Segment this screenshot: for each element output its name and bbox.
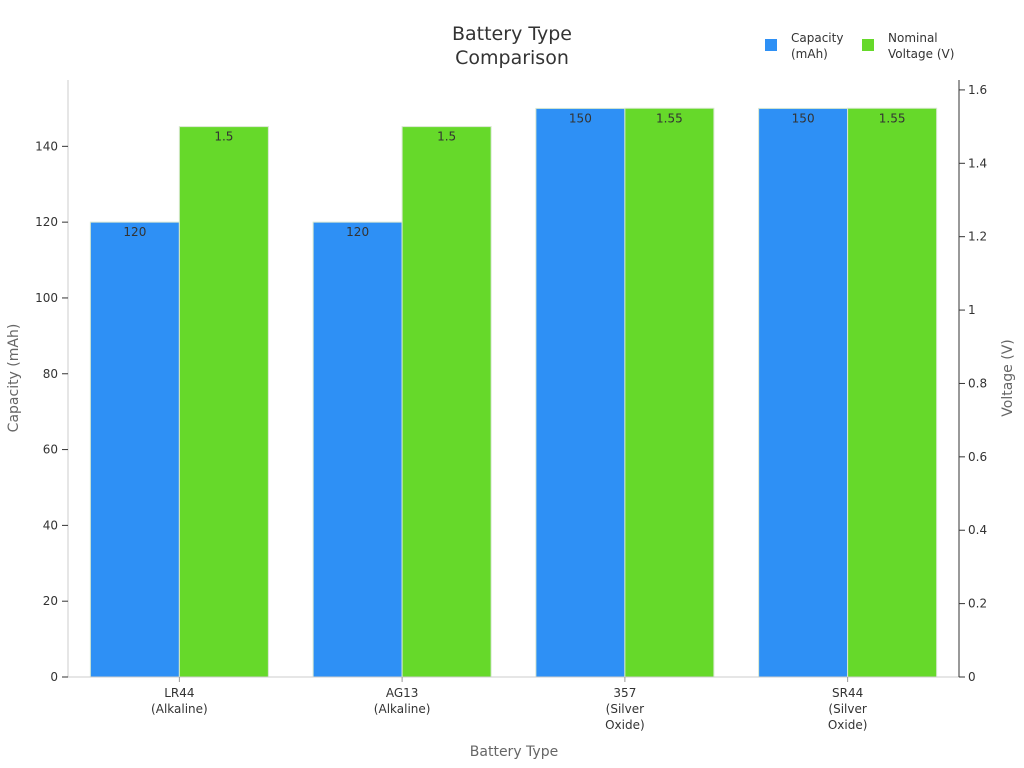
- bar-value-label: 120: [346, 225, 369, 239]
- y-right-tick-label: 1.2: [968, 230, 987, 244]
- y-right-tick-label: 0.2: [968, 597, 987, 611]
- bar-value-label: 150: [569, 111, 592, 125]
- y-right-tick-label: 1: [968, 303, 976, 317]
- y-left-tick-label: 120: [35, 215, 58, 229]
- y-right-tick-label: 0.8: [968, 376, 987, 390]
- x-tick-labels: LR44 (Alkaline) AG13 (Alkaline) 357 (Silver Ox…: [151, 677, 867, 732]
- bar: [89, 221, 180, 678]
- legend-label: Nominal Voltage (V): [888, 31, 954, 61]
- bar-value-label: 1.55: [656, 111, 683, 125]
- y-axis-left-label: Capacity (mAh): [6, 324, 22, 433]
- y-left-ticks: 0 20 40 60 80 100 120 140: [35, 139, 68, 684]
- axes: [67, 80, 960, 678]
- y-left-tick-label: 80: [43, 367, 58, 381]
- legend-swatch: [765, 39, 777, 51]
- chart-title-text: Battery Type Comparison: [452, 23, 572, 69]
- bar-value-label: 1.55: [879, 111, 906, 125]
- x-tick-label: AG13 (Alkaline): [374, 686, 431, 716]
- bar-value-label: 1.5: [214, 130, 233, 144]
- y-left-tick-label: 20: [43, 594, 58, 608]
- bar-value-labels: 120 1.5 120 1.5 150 1.55 150 1.55: [123, 111, 905, 239]
- bar-value-label: 120: [123, 225, 146, 239]
- bar: [758, 107, 849, 678]
- y-right-tick-label: 0.4: [968, 523, 987, 537]
- bar: [847, 107, 938, 678]
- y-left-tick-label: 100: [35, 291, 58, 305]
- y-left-tick-label: 0: [50, 670, 58, 684]
- y-left-tick-label: 40: [43, 518, 58, 532]
- bar-value-label: 150: [792, 111, 815, 125]
- y-right-tick-label: 0.6: [968, 450, 987, 464]
- y-axis-right-label: Voltage (V): [1000, 339, 1016, 416]
- bars: [89, 107, 938, 678]
- bar: [535, 107, 626, 678]
- y-right-tick-label: 1.4: [968, 156, 987, 170]
- legend-label: Capacity (mAh): [791, 31, 843, 61]
- x-tick-label: LR44 (Alkaline): [151, 686, 208, 716]
- bar-value-label: 1.5: [437, 130, 456, 144]
- x-axis-label: Battery Type: [470, 744, 558, 760]
- bar: [312, 221, 403, 678]
- y-right-tick-label: 1.6: [968, 83, 987, 97]
- bar: [624, 107, 715, 678]
- y-right-tick-label: 0: [968, 670, 976, 684]
- x-tick-label: SR44 (Silver Oxide): [828, 686, 868, 732]
- x-tick-label: 357 (Silver Oxide): [605, 686, 645, 732]
- y-left-tick-label: 60: [43, 443, 58, 457]
- chart-title: Battery Type Comparison: [452, 23, 572, 69]
- legend-swatch: [862, 39, 874, 51]
- bar: [178, 126, 269, 678]
- legend: Capacity (mAh) Nominal Voltage (V): [765, 31, 954, 61]
- bar: [401, 126, 492, 678]
- y-right-ticks: 0 0.2 0.4 0.6 0.8 1 1.2 1.4 1.6: [959, 83, 987, 684]
- y-left-tick-label: 140: [35, 139, 58, 153]
